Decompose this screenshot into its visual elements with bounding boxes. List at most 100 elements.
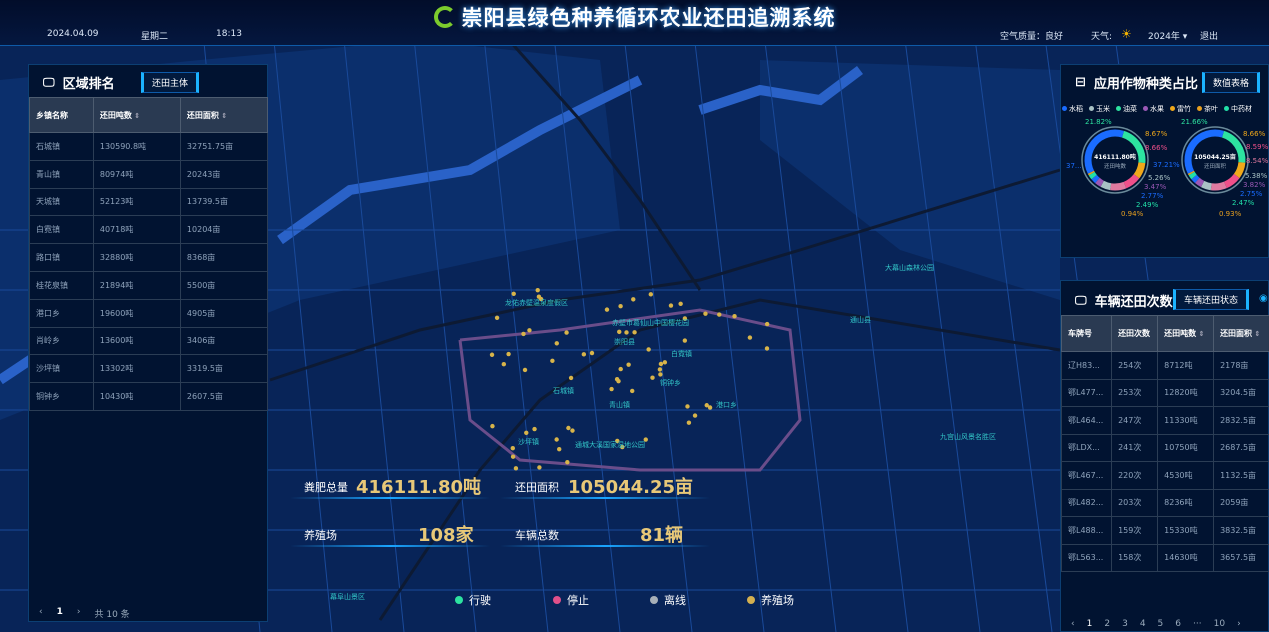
donut-segment[interactable] <box>1233 161 1246 179</box>
legend-item[interactable]: 油菜 <box>1116 104 1137 114</box>
farm-marker[interactable] <box>630 388 635 394</box>
farm-marker[interactable] <box>646 347 651 352</box>
farm-marker[interactable] <box>631 297 636 302</box>
legend-item[interactable]: 中药材 <box>1224 104 1252 114</box>
donut-segment[interactable] <box>1188 171 1197 180</box>
legend-item[interactable]: 玉米 <box>1089 104 1110 114</box>
farm-marker[interactable] <box>643 437 648 442</box>
page-item[interactable]: 1 <box>1086 619 1093 629</box>
farm-marker[interactable] <box>510 445 515 451</box>
farm-marker[interactable] <box>568 375 574 381</box>
farm-marker[interactable] <box>527 328 532 333</box>
farm-marker[interactable] <box>511 291 516 296</box>
farm-marker[interactable] <box>657 367 663 372</box>
donut-segment[interactable] <box>1087 170 1095 176</box>
farm-marker[interactable] <box>668 303 674 308</box>
donut-segment[interactable] <box>1191 174 1200 183</box>
donut-segment[interactable] <box>1121 130 1146 164</box>
farm-marker[interactable] <box>565 459 570 465</box>
page-item[interactable]: › <box>1237 619 1241 629</box>
legend-item[interactable]: 水果 <box>1143 104 1164 114</box>
prev-page[interactable]: ‹ <box>39 607 43 617</box>
donut-segment[interactable] <box>1123 173 1140 189</box>
farm-marker[interactable] <box>522 367 528 373</box>
table-row[interactable]: 港口乡 19600吨 4905亩 <box>29 298 269 328</box>
donut-segment[interactable] <box>1091 174 1100 184</box>
table-row[interactable]: 鄂LDX... 241次 10750吨 2687.5亩 <box>1060 433 1269 462</box>
farm-marker[interactable] <box>489 352 495 357</box>
next-page[interactable]: › <box>76 607 81 617</box>
farm-marker[interactable] <box>524 430 529 435</box>
farm-marker[interactable] <box>685 404 690 409</box>
tab-main-body[interactable]: 还田主体 <box>141 72 200 93</box>
table-row[interactable]: 辽H83... 254次 8712吨 2178亩 <box>1060 351 1269 380</box>
table-row[interactable]: 肖岭乡 13600吨 3406亩 <box>29 326 269 356</box>
legend-item[interactable]: 雷竹 <box>1170 104 1191 114</box>
farm-marker[interactable] <box>648 292 654 297</box>
farm-marker[interactable] <box>581 352 587 357</box>
eye-icon[interactable]: ◉ <box>1259 293 1268 304</box>
farm-marker[interactable] <box>550 358 555 364</box>
donut-segment[interactable] <box>1100 180 1112 191</box>
farm-marker[interactable] <box>658 361 664 367</box>
farm-marker[interactable] <box>554 341 559 346</box>
donut-segment[interactable] <box>1184 129 1225 174</box>
farm-marker[interactable] <box>620 444 625 450</box>
farm-marker[interactable] <box>704 403 709 408</box>
year-select[interactable]: 2024年 ▾ <box>1148 32 1188 42</box>
farm-marker[interactable] <box>521 331 526 337</box>
table-row[interactable]: 天城镇 52123吨 13739.5亩 <box>29 187 269 217</box>
farm-marker[interactable] <box>686 420 692 425</box>
sort-icon[interactable]: ⇕ <box>131 111 141 120</box>
page-item[interactable]: ··· <box>1193 619 1202 629</box>
farm-marker[interactable] <box>537 465 542 470</box>
farm-marker[interactable] <box>624 330 629 335</box>
table-row[interactable]: 鄂L467... 220次 4530吨 1132.5亩 <box>1060 461 1269 490</box>
farm-marker[interactable] <box>490 423 495 429</box>
donut-segment[interactable] <box>1194 177 1205 188</box>
farm-marker[interactable] <box>618 304 623 309</box>
column-header[interactable]: 还田面积 ⇕ <box>1213 315 1269 352</box>
farm-marker[interactable] <box>570 428 575 433</box>
table-row[interactable]: 青山镇 80974吨 20243亩 <box>29 159 269 189</box>
tab-vehicle-status[interactable]: 车辆还田状态 <box>1173 289 1250 310</box>
legend-item[interactable]: 茶叶 <box>1197 104 1218 114</box>
farm-marker[interactable] <box>658 372 663 377</box>
donut-segment[interactable] <box>1088 171 1097 180</box>
table-row[interactable]: 鄂L477... 253次 12820吨 3204.5亩 <box>1060 378 1269 407</box>
map-legend-item[interactable]: 停止 <box>553 592 589 608</box>
farm-marker[interactable] <box>494 315 500 321</box>
donut-segment[interactable] <box>1221 130 1246 163</box>
farm-marker[interactable] <box>764 321 770 327</box>
donut-segment[interactable] <box>1084 129 1125 174</box>
donut-segment[interactable] <box>1223 173 1240 189</box>
farm-marker[interactable] <box>535 287 540 293</box>
farm-marker[interactable] <box>536 294 542 299</box>
farm-marker[interactable] <box>609 386 614 392</box>
farm-marker[interactable] <box>589 350 595 356</box>
table-row[interactable]: 鄂L563... 158次 14630吨 3657.5亩 <box>1060 543 1269 572</box>
farm-marker[interactable] <box>554 437 559 442</box>
farm-marker[interactable] <box>703 311 708 316</box>
farm-marker[interactable] <box>707 405 713 410</box>
table-row[interactable]: 铜钟乡 10430吨 2607.5亩 <box>29 382 269 411</box>
sort-icon[interactable]: ⇕ <box>218 111 228 120</box>
farm-marker[interactable] <box>510 454 516 459</box>
farm-marker[interactable] <box>532 426 537 432</box>
donut-segment[interactable] <box>1200 180 1212 191</box>
table-row[interactable]: 桂花泉镇 21894吨 5500亩 <box>29 270 269 300</box>
farm-marker[interactable] <box>501 362 507 367</box>
farm-marker[interactable] <box>682 316 688 321</box>
farm-marker[interactable] <box>618 366 623 372</box>
farm-marker[interactable] <box>566 425 571 431</box>
sort-icon[interactable]: ⇕ <box>1196 330 1205 338</box>
farm-marker[interactable] <box>732 314 737 319</box>
farm-marker[interactable] <box>662 360 668 365</box>
table-row[interactable]: 鄂L488... 159次 15330吨 3832.5亩 <box>1060 516 1269 545</box>
farm-marker[interactable] <box>615 438 620 444</box>
farm-marker[interactable] <box>632 330 637 335</box>
map-legend-item[interactable]: 行驶 <box>455 592 491 608</box>
page-item[interactable]: 2 <box>1104 619 1111 629</box>
farm-marker[interactable] <box>764 346 770 351</box>
sort-icon[interactable]: ⇕ <box>1252 330 1261 338</box>
